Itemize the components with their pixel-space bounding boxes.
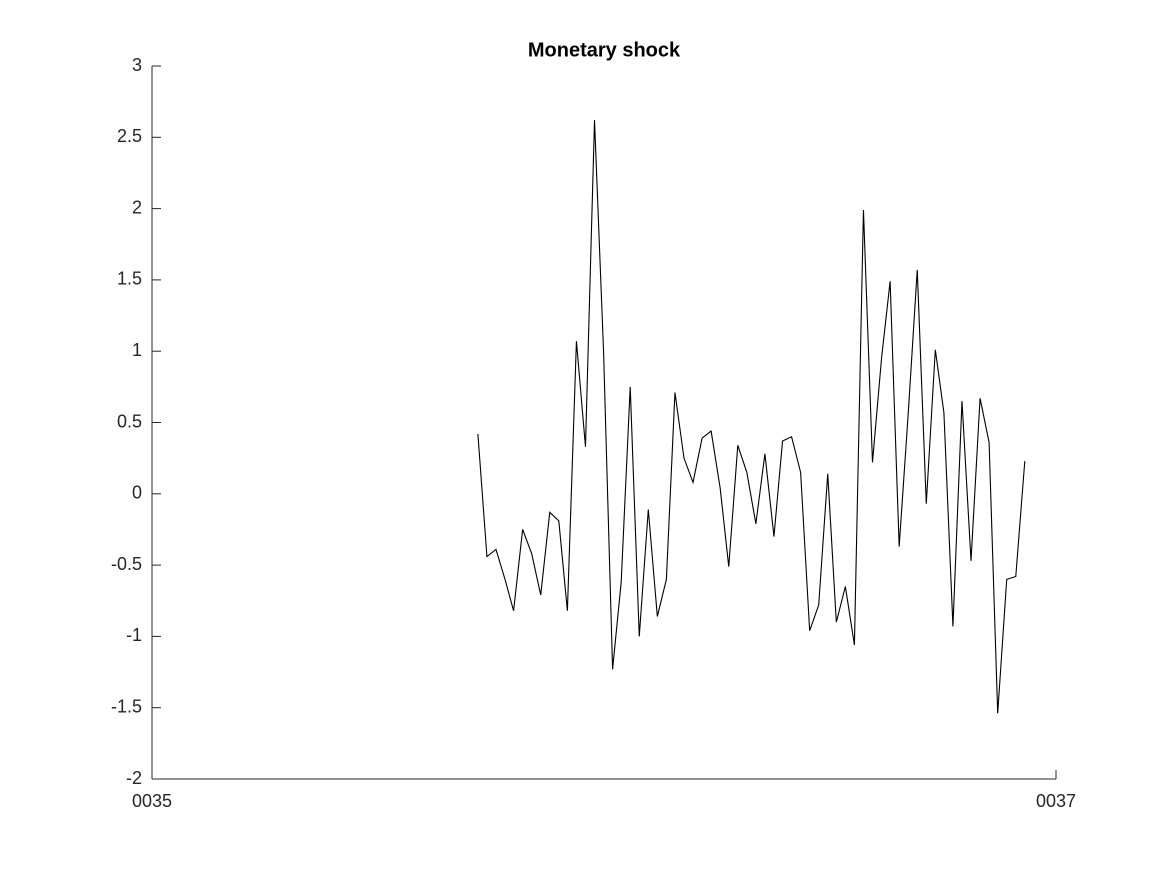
chart-title: Monetary shock [528, 39, 681, 61]
x-tick-label: 0037 [1036, 791, 1076, 811]
y-tick-label: 0 [132, 483, 142, 503]
y-tick-label: -1 [126, 625, 142, 645]
x-tick-label: 0035 [132, 791, 172, 811]
y-tick-label: 0.5 [117, 411, 142, 431]
y-tick-label: 1 [132, 340, 142, 360]
y-tick-label: -0.5 [111, 554, 142, 574]
y-tick-label: 1.5 [117, 269, 142, 289]
y-tick-label: 2.5 [117, 126, 142, 146]
y-tick-label: 3 [132, 55, 142, 75]
y-tick-label: 2 [132, 197, 142, 217]
data-line [477, 120, 1026, 714]
y-tick-label: -2 [126, 768, 142, 788]
y-tick-label: -1.5 [111, 696, 142, 716]
